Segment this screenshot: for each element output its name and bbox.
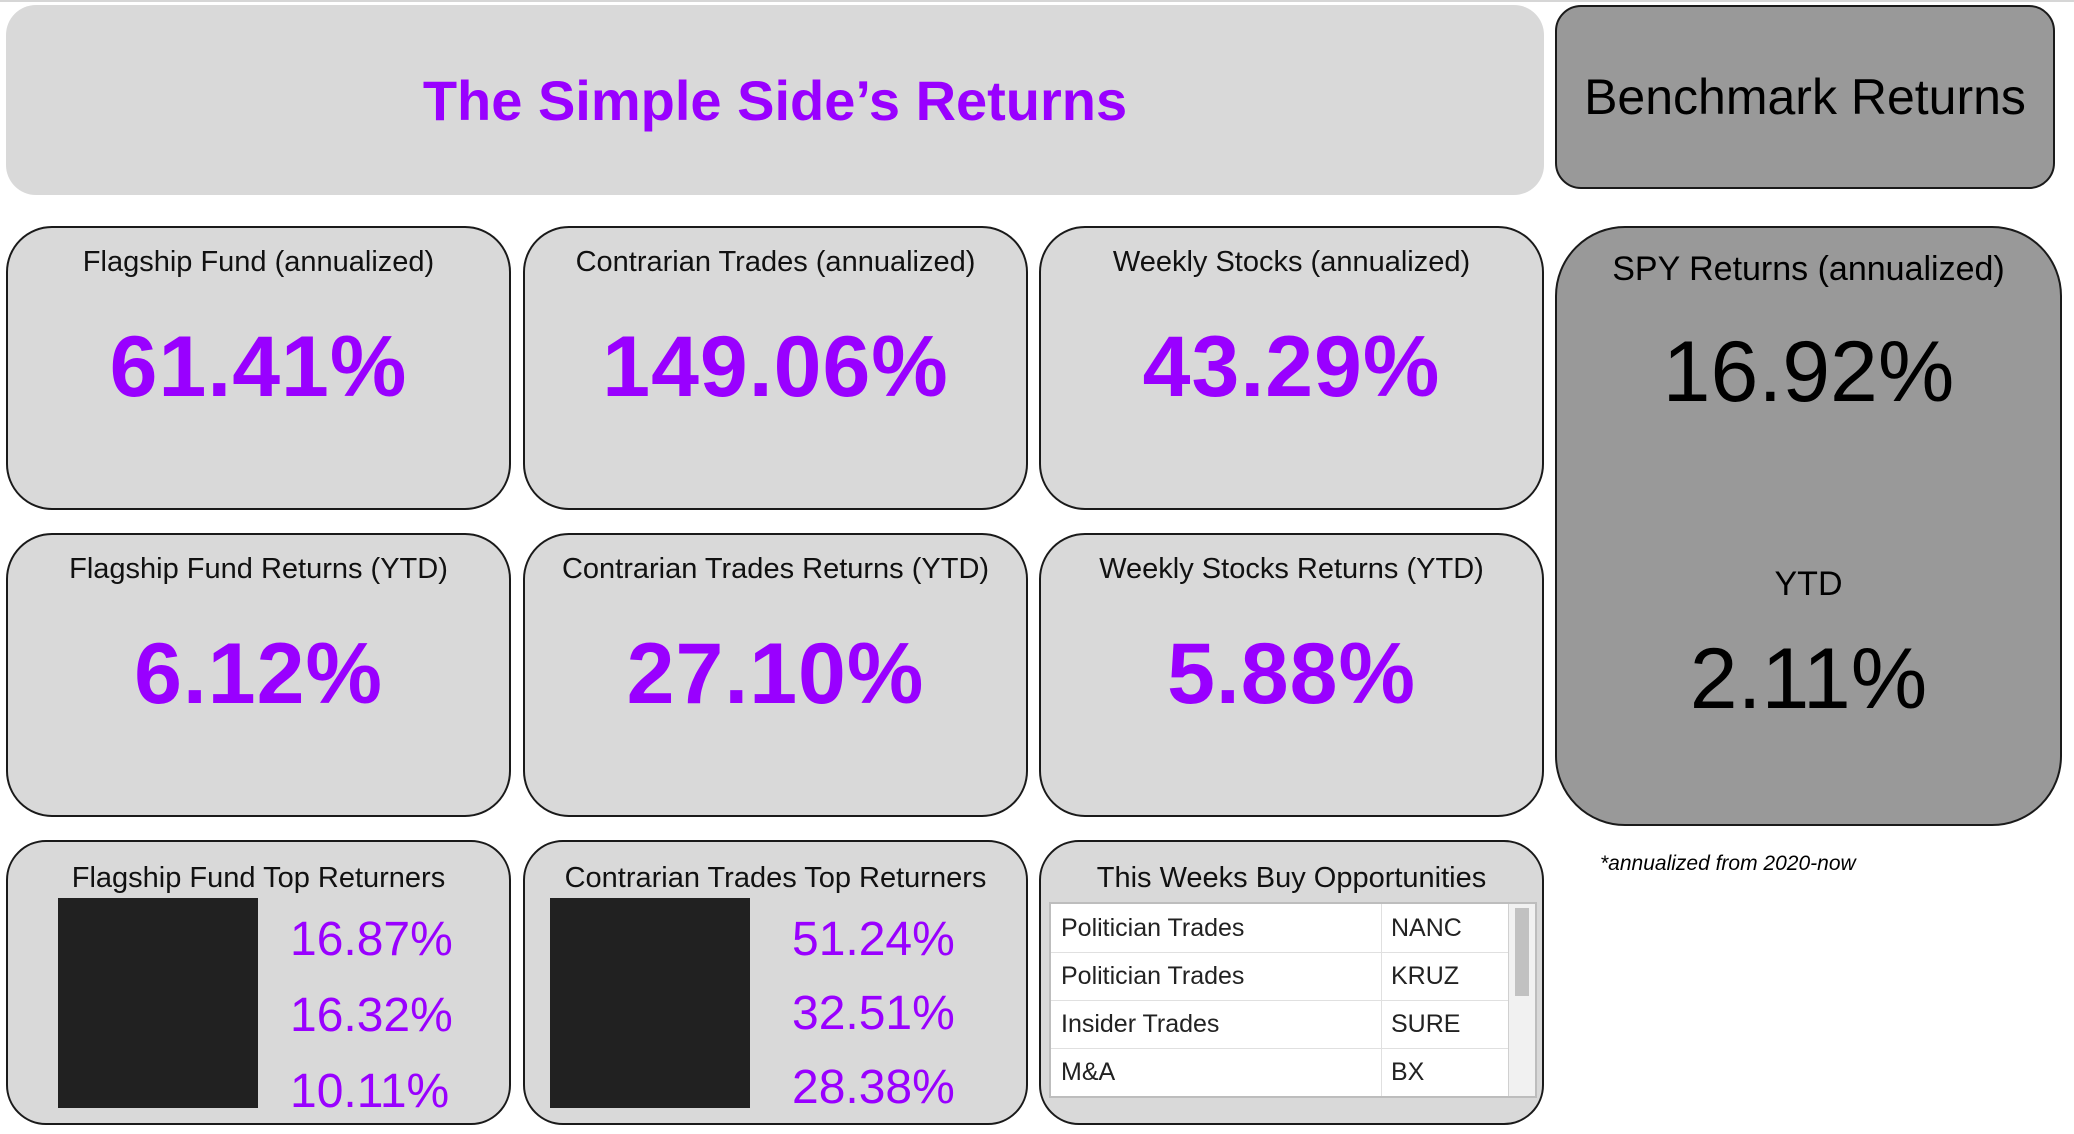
page-title: The Simple Side’s Returns bbox=[422, 68, 1128, 132]
card-title: Weekly Stocks (annualized) bbox=[1112, 246, 1471, 278]
category-cell[interactable]: Politician Trades bbox=[1061, 962, 1245, 990]
flagship-annualized-card: Flagship Fund (annualized) 61.41% bbox=[6, 226, 511, 510]
card-title: Contrarian Trades (annualized) bbox=[575, 246, 976, 278]
column-divider bbox=[1381, 904, 1382, 952]
table-row[interactable]: Politician Trades NANC bbox=[1051, 904, 1509, 953]
card-title: Flagship Fund Returns (YTD) bbox=[69, 553, 448, 585]
card-value: 61.41% bbox=[109, 319, 408, 415]
column-divider bbox=[1381, 1048, 1382, 1096]
category-cell[interactable]: Politician Trades bbox=[1061, 914, 1245, 942]
card-value: 6.12% bbox=[134, 626, 383, 722]
card-value: 149.06% bbox=[602, 319, 949, 415]
footnote: *annualized from 2020-now bbox=[1600, 852, 1856, 875]
flagship-top-returners-card: Flagship Fund Top Returners 16.87% 16.32… bbox=[6, 840, 511, 1125]
spy-annualized-value: 16.92% bbox=[1662, 324, 1955, 420]
buy-opportunities-card: This Weeks Buy Opportunities Politician … bbox=[1039, 840, 1544, 1125]
page-title-banner: The Simple Side’s Returns bbox=[6, 5, 1544, 195]
top-returners-image bbox=[58, 898, 258, 1108]
spy-title: SPY Returns (annualized) bbox=[1612, 250, 2005, 288]
scrollbar-thumb[interactable] bbox=[1515, 908, 1529, 996]
ticker-cell[interactable]: NANC bbox=[1391, 914, 1462, 942]
card-title: Flagship Fund Top Returners bbox=[71, 862, 446, 894]
table-row[interactable]: Politician Trades KRUZ bbox=[1051, 952, 1509, 1001]
benchmark-title: Benchmark Returns bbox=[1584, 69, 2026, 125]
card-title: Contrarian Trades Top Returners bbox=[564, 862, 987, 894]
top-returners-image bbox=[550, 898, 750, 1108]
ticker-cell[interactable]: SURE bbox=[1391, 1010, 1461, 1038]
contrarian-ytd-card: Contrarian Trades Returns (YTD) 27.10% bbox=[523, 533, 1028, 817]
spy-ytd-label: YTD bbox=[1774, 565, 1843, 603]
weekly-ytd-card: Weekly Stocks Returns (YTD) 5.88% bbox=[1039, 533, 1544, 817]
weekly-annualized-card: Weekly Stocks (annualized) 43.29% bbox=[1039, 226, 1544, 510]
table-scrollbar[interactable] bbox=[1508, 904, 1535, 1096]
returner-value: 28.38% bbox=[792, 1061, 955, 1114]
buy-opportunities-table[interactable]: Politician Trades NANC Politician Trades… bbox=[1049, 902, 1537, 1098]
category-cell[interactable]: M&A bbox=[1061, 1058, 1116, 1086]
table-row[interactable]: M&A BX bbox=[1051, 1048, 1509, 1096]
spy-ytd-value: 2.11% bbox=[1689, 631, 1928, 727]
returner-value: 16.87% bbox=[290, 913, 453, 966]
column-divider bbox=[1381, 952, 1382, 1000]
table-row[interactable]: Insider Trades SURE bbox=[1051, 1000, 1509, 1049]
returner-value: 51.24% bbox=[792, 913, 955, 966]
top-divider bbox=[0, 0, 2074, 2]
card-title: Weekly Stocks Returns (YTD) bbox=[1099, 553, 1484, 585]
ticker-cell[interactable]: KRUZ bbox=[1391, 962, 1460, 990]
card-title: This Weeks Buy Opportunities bbox=[1096, 862, 1487, 894]
returner-value: 32.51% bbox=[792, 987, 955, 1040]
card-title: Flagship Fund (annualized) bbox=[82, 246, 435, 278]
flagship-ytd-card: Flagship Fund Returns (YTD) 6.12% bbox=[6, 533, 511, 817]
card-value: 5.88% bbox=[1167, 626, 1416, 722]
card-value: 27.10% bbox=[626, 626, 925, 722]
card-value: 43.29% bbox=[1142, 319, 1441, 415]
category-cell[interactable]: Insider Trades bbox=[1061, 1010, 1220, 1038]
benchmark-title-banner: Benchmark Returns bbox=[1555, 5, 2055, 189]
returner-value: 16.32% bbox=[290, 989, 453, 1042]
contrarian-top-returners-card: Contrarian Trades Top Returners 51.24% 3… bbox=[523, 840, 1028, 1125]
card-title: Contrarian Trades Returns (YTD) bbox=[561, 553, 990, 585]
column-divider bbox=[1381, 1000, 1382, 1048]
returner-value: 10.11% bbox=[290, 1065, 450, 1118]
ticker-cell[interactable]: BX bbox=[1391, 1058, 1425, 1086]
spy-benchmark-card: SPY Returns (annualized) 16.92% YTD 2.11… bbox=[1555, 226, 2062, 826]
contrarian-annualized-card: Contrarian Trades (annualized) 149.06% bbox=[523, 226, 1028, 510]
